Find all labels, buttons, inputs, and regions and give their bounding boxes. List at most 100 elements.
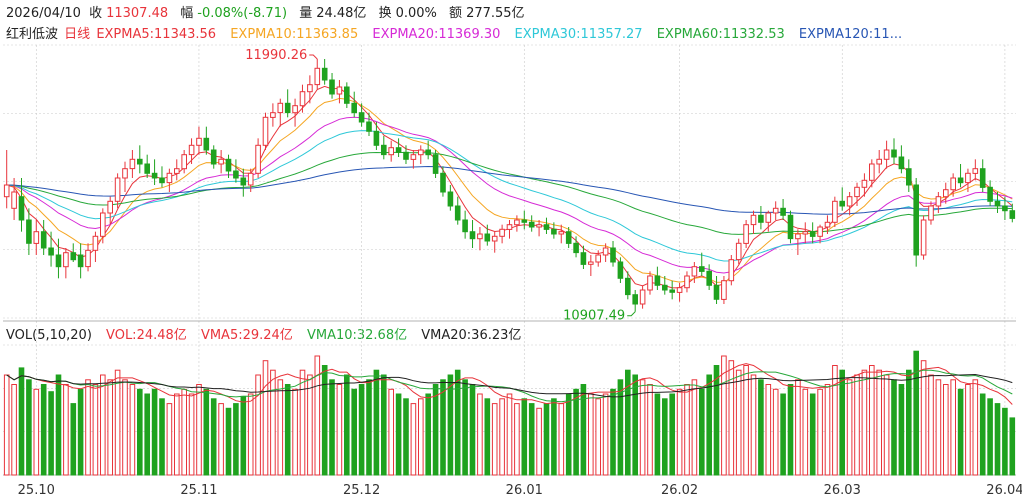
candle-body	[684, 275, 690, 289]
volume-bar	[913, 350, 920, 476]
volume-bar	[454, 369, 461, 476]
candle-body	[802, 231, 809, 235]
volume-bar	[595, 398, 602, 476]
candle-body	[166, 172, 173, 184]
candle-body	[979, 168, 986, 188]
candle-body	[943, 189, 949, 198]
candle-body	[277, 102, 284, 114]
volume-bars	[3, 350, 1016, 476]
volume-bar	[669, 393, 676, 476]
volume-bar	[233, 403, 239, 476]
volume-bar	[721, 355, 727, 476]
candle-body	[580, 252, 587, 265]
close-value: 11307.48	[106, 6, 169, 21]
volume-bar	[846, 379, 853, 476]
volume-bar	[772, 388, 779, 476]
vma-line-vma20	[6, 373, 1013, 398]
candle-body	[284, 102, 291, 114]
candle-body	[565, 231, 572, 244]
candle-body	[40, 231, 47, 249]
volume-bar	[876, 369, 883, 476]
candle-body	[181, 154, 187, 170]
candle-body	[750, 214, 757, 226]
x-axis: 25.10 25.11 25.12 26.01 26.02 26.03 26.04	[18, 483, 1022, 498]
candle-body	[536, 224, 542, 228]
volume-bar	[188, 393, 195, 476]
vma-lines	[6, 363, 1013, 405]
volume-bar	[166, 403, 173, 476]
candle-body	[77, 254, 84, 268]
volume-bar	[307, 374, 313, 476]
candle-body	[381, 144, 387, 156]
volume-bar	[55, 374, 62, 476]
candle-body	[543, 224, 550, 230]
candle-body	[491, 235, 498, 242]
candle-body	[647, 275, 653, 291]
volume-bar	[521, 398, 528, 476]
candles	[3, 59, 1016, 312]
candle-body	[344, 86, 350, 104]
x-tick-label: 26.01	[506, 483, 543, 498]
x-tick-label: 26.02	[661, 483, 698, 498]
candle-body	[765, 212, 772, 223]
volume-bar	[795, 379, 801, 476]
volume-bar	[114, 369, 121, 476]
volume-bar	[662, 398, 668, 476]
candle-body	[432, 154, 439, 174]
legend-vma10: VMA10:32.68亿	[306, 328, 408, 343]
ema-line-expma5	[6, 85, 1013, 289]
volume-bar	[639, 379, 646, 476]
legend-ema30: EXPMA30:11357.27	[514, 27, 643, 41]
candle-body	[321, 67, 328, 81]
candle-body	[772, 207, 779, 214]
volume-bar	[92, 384, 99, 476]
volume-bar	[728, 360, 735, 476]
ema-line-expma120	[6, 165, 1013, 215]
candle-body	[625, 277, 631, 296]
volume-bar	[122, 379, 128, 476]
candle-body	[85, 249, 91, 268]
candle-body	[669, 289, 676, 293]
ema-line-expma20	[6, 116, 1013, 274]
candle-body	[418, 149, 424, 156]
candle-body	[122, 168, 128, 179]
volume-label: 量	[299, 6, 313, 21]
candle-body	[240, 177, 247, 186]
volume-bar	[358, 384, 365, 476]
candle-body	[329, 79, 335, 95]
volume-bar	[477, 393, 483, 476]
candle-body	[270, 112, 276, 118]
candle-body	[869, 163, 875, 181]
candle-body	[137, 158, 143, 165]
volume-bar	[48, 391, 54, 476]
period-label[interactable]: 日线	[64, 27, 91, 41]
candle-body	[928, 205, 934, 221]
volume-bar	[240, 395, 247, 476]
legend-vol: VOL:24.48亿	[106, 328, 187, 343]
volume-bar	[883, 374, 890, 476]
candle-body	[639, 289, 646, 305]
volume-bar	[802, 388, 809, 476]
volume-bar	[543, 403, 550, 476]
low-price-label: 10907.49	[563, 309, 625, 324]
vma-line-vma5	[6, 363, 1013, 405]
volume-bar	[425, 393, 431, 476]
candle-body	[440, 172, 446, 193]
candle-body	[307, 84, 313, 93]
volume-bar	[270, 369, 276, 476]
volume-bar	[898, 384, 905, 476]
volume-bar	[602, 393, 609, 476]
volume-bar	[743, 365, 749, 476]
candle-body	[662, 284, 668, 291]
candle-body	[506, 224, 513, 230]
volume-bar	[144, 393, 150, 476]
volume-bar	[196, 384, 202, 476]
candle-body	[965, 172, 971, 184]
candle-body	[1002, 205, 1008, 212]
volume-bar	[588, 393, 594, 476]
candle-body	[699, 266, 705, 272]
volume-bar	[447, 374, 454, 476]
volume-bar	[994, 403, 1001, 476]
candle-body	[1009, 210, 1016, 219]
